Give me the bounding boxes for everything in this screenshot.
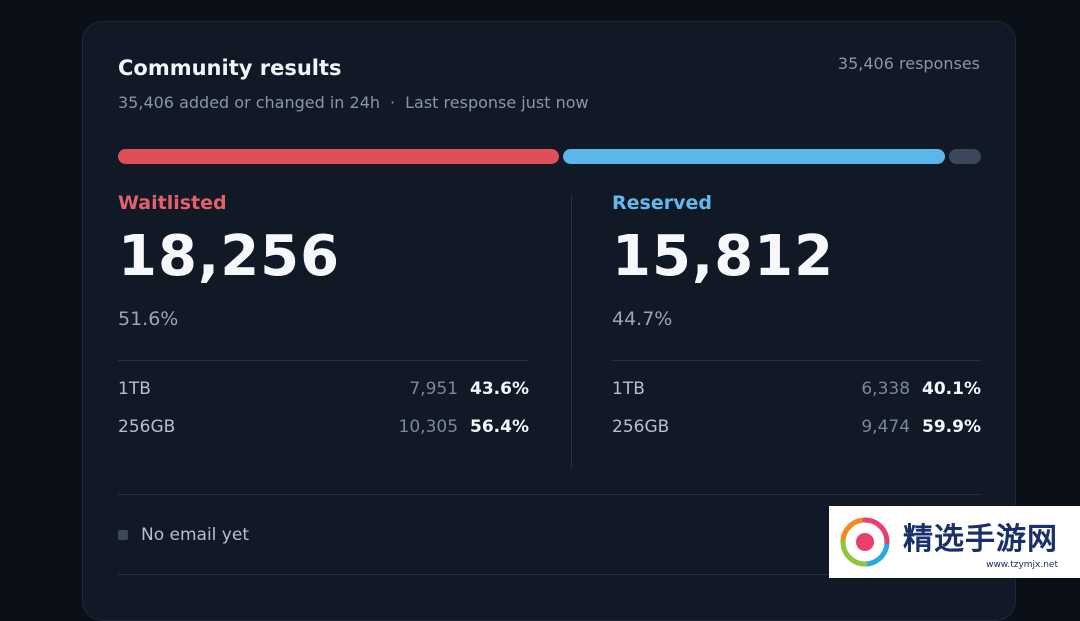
row-label: 1TB bbox=[118, 378, 151, 399]
watermark: 精选手游网 www.tzymjx.net bbox=[829, 506, 1080, 578]
section-divider bbox=[118, 494, 981, 495]
legend-no-email: No email yet bbox=[118, 525, 249, 545]
reserved-percent: 44.7% bbox=[612, 307, 673, 330]
column-divider bbox=[571, 194, 572, 468]
waitlisted-count: 18,256 bbox=[118, 224, 341, 289]
waitlisted-percent: 51.6% bbox=[118, 307, 179, 330]
responses-count: 35,406 responses bbox=[837, 54, 980, 73]
watermark-logo-icon bbox=[840, 517, 890, 567]
row-count: 9,474 bbox=[861, 416, 911, 437]
subtitle-separator: · bbox=[390, 93, 396, 112]
card-title: Community results bbox=[118, 56, 342, 80]
row-count: 7,951 bbox=[409, 378, 459, 399]
row-percent: 40.1% bbox=[922, 378, 981, 399]
distribution-bar bbox=[118, 149, 981, 164]
divider bbox=[118, 359, 529, 361]
divider bbox=[612, 359, 981, 361]
row-count: 10,305 bbox=[398, 416, 459, 437]
waitlisted-column: Waitlisted 18,256 51.6% 1TB 7,951 43.6% 2… bbox=[118, 192, 529, 437]
legend-label: No email yet bbox=[141, 525, 249, 545]
last-response-text: Last response just now bbox=[405, 93, 589, 112]
section-divider bbox=[118, 574, 981, 575]
watermark-title: 精选手游网 bbox=[903, 522, 1058, 557]
row-percent: 43.6% bbox=[470, 378, 529, 399]
row-count: 6,338 bbox=[861, 378, 911, 399]
breakdown-row: 1TB 6,338 40.1% bbox=[612, 379, 981, 399]
legend-swatch bbox=[118, 530, 128, 540]
row-label: 256GB bbox=[118, 416, 176, 437]
card-subtitle: 35,406 added or changed in 24h · Last resp… bbox=[118, 93, 589, 112]
reserved-column: Reserved 15,812 44.7% 1TB 6,338 40.1% 256… bbox=[612, 192, 981, 437]
waitlisted-label: Waitlisted bbox=[118, 192, 227, 214]
breakdown-row: 256GB 9,474 59.9% bbox=[612, 417, 981, 437]
watermark-url: www.tzymjx.net bbox=[986, 560, 1058, 570]
row-percent: 59.9% bbox=[922, 416, 981, 437]
bar-segment-reserved bbox=[563, 149, 946, 164]
breakdown-row: 256GB 10,305 56.4% bbox=[118, 417, 529, 437]
breakdown-row: 1TB 7,951 43.6% bbox=[118, 379, 529, 399]
row-label: 256GB bbox=[612, 416, 670, 437]
reserved-count: 15,812 bbox=[612, 224, 835, 289]
reserved-label: Reserved bbox=[612, 192, 712, 214]
bar-segment-other bbox=[949, 149, 981, 164]
changed-count-text: 35,406 added or changed in 24h bbox=[118, 93, 381, 112]
row-label: 1TB bbox=[612, 378, 645, 399]
community-results-card: Community results 35,406 added or change… bbox=[82, 21, 1016, 621]
row-percent: 56.4% bbox=[470, 416, 529, 437]
bar-segment-waitlisted bbox=[118, 149, 560, 164]
